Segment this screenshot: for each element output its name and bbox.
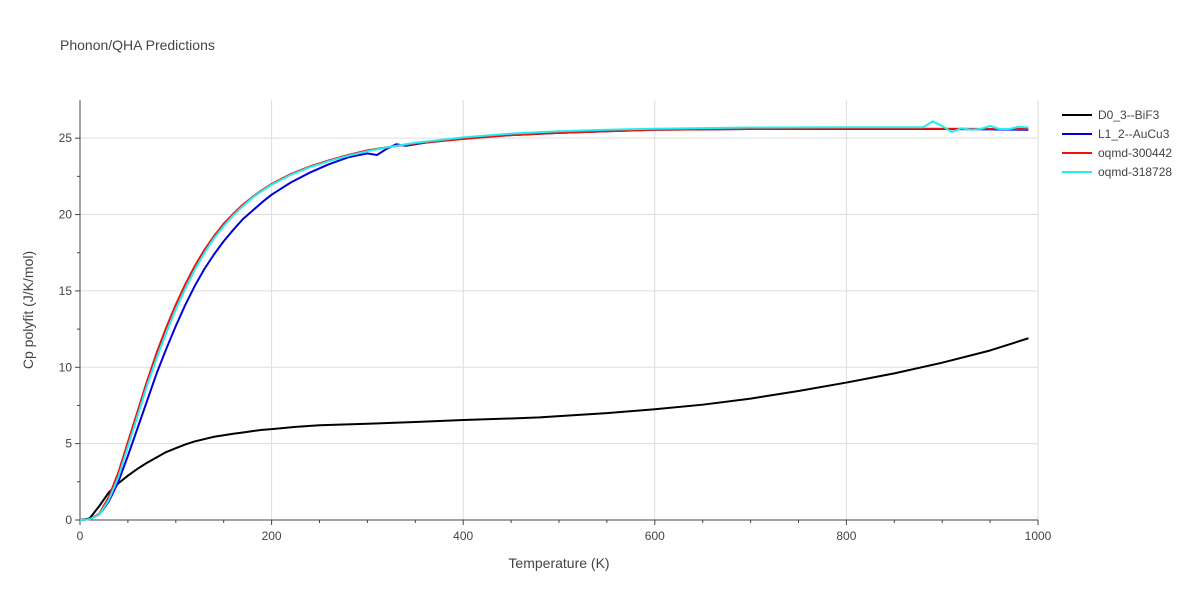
x-tick-label: 200 [262,529,282,543]
y-tick-label: 0 [65,513,72,527]
plot-area [79,120,1029,521]
legend-item[interactable]: oqmd-300442 [1062,146,1172,160]
legend-item[interactable]: L1_2--AuCu3 [1062,127,1170,141]
chart-title: Phonon/QHA Predictions [60,37,215,53]
y-tick-label: 5 [65,437,72,451]
x-tick-label: 400 [453,529,473,543]
y-tick-label: 15 [59,284,73,298]
y-tick-label: 10 [59,360,73,374]
x-tick-label: 0 [77,529,84,543]
legend-label: D0_3--BiF3 [1098,108,1160,122]
gridlines [80,100,1039,520]
y-tick-label: 25 [59,131,73,145]
x-axis-title: Temperature (K) [508,555,609,571]
series-line-2 [79,128,1029,521]
legend-item[interactable]: D0_3--BiF3 [1062,108,1160,122]
series-line-1 [79,337,1029,521]
legend-item[interactable]: oqmd-318728 [1062,165,1172,179]
legend-label: oqmd-318728 [1098,165,1172,179]
legend-label: L1_2--AuCu3 [1098,127,1170,141]
x-tick-label: 1000 [1025,529,1052,543]
x-tick-label: 600 [645,529,665,543]
legend-label: oqmd-300442 [1098,146,1172,160]
series-line-4 [79,120,1029,521]
axes: 0 200 400 600 800 1000 0 5 10 15 20 25 [59,100,1052,543]
y-axis-title: Cp polyfit (J/K/mol) [20,251,36,369]
x-tick-label: 800 [836,529,856,543]
y-tick-label: 20 [59,208,73,222]
series-line-3 [79,127,1029,521]
legend: D0_3--BiF3 L1_2--AuCu3 oqmd-300442 oqmd-318… [1062,108,1172,179]
